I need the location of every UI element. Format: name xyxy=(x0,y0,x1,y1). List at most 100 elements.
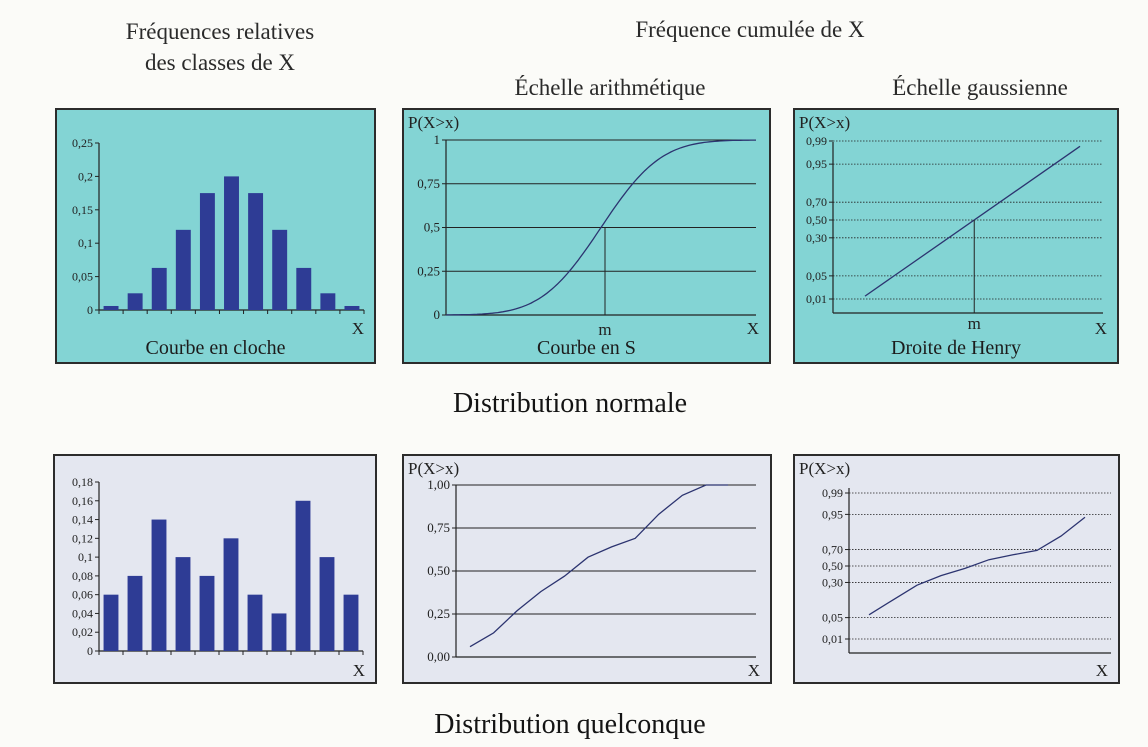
header-echelle-arithmetique: Échelle arithmétique xyxy=(514,75,706,100)
series-line xyxy=(446,139,756,316)
header-freq-cumulee: Fréquence cumulée de X xyxy=(635,17,865,42)
bar xyxy=(103,594,119,651)
panel-quelconque-histogram: 0 0,02 0,04 0,06 0,08 0,1 0,12 0,14 0,16 0,18 X xyxy=(53,454,377,684)
x-axis-label: X xyxy=(1096,661,1108,680)
bar xyxy=(272,229,288,310)
chart-svg-p2: 0 0,25 0,5 0,75 1P(X>x) X Courbe en Sm xyxy=(404,110,769,362)
y-tick-label: 0,04 xyxy=(72,606,93,620)
y-tick-label: 0,06 xyxy=(72,588,93,602)
y-tick-label: 0,70 xyxy=(806,195,827,209)
panel-background xyxy=(795,110,1117,362)
y-tick-label: 0,08 xyxy=(72,569,93,583)
panel-background xyxy=(404,456,770,682)
bar xyxy=(127,575,143,651)
chart-caption: Courbe en cloche xyxy=(146,337,286,359)
y-tick-label: 0,25 xyxy=(417,263,440,278)
chart-caption: Courbe en S xyxy=(537,337,636,359)
y-tick-label: 0,70 xyxy=(822,543,843,557)
section-distribution-normale: Distribution normale xyxy=(452,388,688,419)
y-tick-label: 0,50 xyxy=(822,559,843,573)
bar xyxy=(296,267,312,310)
x-axis-label: X xyxy=(747,319,759,338)
header-freq-relatives: Fréquences relatives des classes de X xyxy=(125,19,315,75)
header-echelle-gaussienne: Échelle gaussienne xyxy=(892,75,1068,100)
panel-background xyxy=(404,110,769,362)
x-axis-label: X xyxy=(352,319,364,338)
y-axis-label: P(X>x) xyxy=(799,459,850,478)
bar xyxy=(295,500,311,651)
panel-background xyxy=(795,456,1118,682)
y-tick-label: 0,75 xyxy=(417,176,440,191)
bar xyxy=(344,305,360,310)
y-axis-label: P(X>x) xyxy=(799,113,850,132)
henry-line xyxy=(864,145,1081,297)
panel-normal-cumulative-gauss: 0,01 0,05 0,30 0,50 0,70 0,95 0,99 P(X>x) X Droit… xyxy=(793,108,1119,364)
y-tick-label: 0,95 xyxy=(822,507,843,521)
y-tick-label: 0,01 xyxy=(806,292,827,306)
bar xyxy=(224,176,239,310)
y-tick-label: 0,1 xyxy=(78,550,93,564)
y-tick-label: 0,30 xyxy=(822,575,843,589)
y-tick-label: 0,50 xyxy=(806,213,827,227)
y-tick-label: 0,1 xyxy=(78,236,93,250)
chart-svg-p3: 0,01 0,05 0,30 0,50 0,70 0,95 0,99 P(X>x) X Droit… xyxy=(795,110,1117,362)
x-axis-label: X xyxy=(353,661,365,680)
y-tick-label: 0,99 xyxy=(822,486,843,500)
series-line xyxy=(469,484,728,648)
chart-svg-p1: 0 0,05 0,1 0,15 0,2 0,25 X Courbe en cloche xyxy=(57,110,374,362)
y-tick-label: 0,18 xyxy=(72,475,93,489)
y-tick-label: 0 xyxy=(87,303,93,317)
y-axis-label: P(X>x) xyxy=(408,113,459,132)
chart-svg-p6: 0,01 0,05 0,30 0,50 0,70 0,95 0,99 P(X>x) X xyxy=(795,456,1118,682)
mean-label: m xyxy=(598,320,611,339)
chart-svg-p4: 0 0,02 0,04 0,06 0,08 0,1 0,12 0,14 0,16 0,18 X xyxy=(55,456,375,682)
bar xyxy=(271,613,287,651)
bar xyxy=(199,575,215,651)
panel-background xyxy=(57,110,374,362)
bar xyxy=(248,193,264,310)
bar xyxy=(151,267,167,310)
bar xyxy=(199,193,215,310)
y-axis-label: P(X>x) xyxy=(408,459,459,478)
bar xyxy=(343,594,359,651)
bar xyxy=(175,557,191,651)
bar xyxy=(151,519,167,651)
bar xyxy=(127,293,143,310)
y-tick-label: 0,25 xyxy=(72,136,93,150)
y-tick-label: 0,50 xyxy=(427,563,450,578)
chart-svg-p5: 0,00 0,25 0,50 0,75 1,00P(X>x) X xyxy=(404,456,770,682)
panel-quelconque-cumulative-arith: 0,00 0,25 0,50 0,75 1,00 P(X>x) X xyxy=(402,454,772,684)
mean-label: m xyxy=(968,314,981,333)
panel-normal-histogram: 0 0,05 0,1 0,15 0,2 0,25 X Courbe en cloche xyxy=(55,108,376,364)
bar xyxy=(247,594,263,651)
y-tick-label: 0,5 xyxy=(424,220,440,235)
bar xyxy=(223,538,239,651)
section-distribution-quelconque: Distribution quelconque xyxy=(434,709,706,740)
y-tick-label: 0,16 xyxy=(72,494,93,508)
y-tick-label: 0,2 xyxy=(78,169,93,183)
y-tick-label: 0,25 xyxy=(427,606,450,621)
y-tick-label: 0,05 xyxy=(806,269,827,283)
bar xyxy=(320,293,336,310)
y-tick-label: 0,30 xyxy=(806,231,827,245)
bar xyxy=(103,305,119,310)
y-tick-label: 0,00 xyxy=(427,649,450,664)
bar xyxy=(175,229,191,310)
y-tick-label: 0,05 xyxy=(822,611,843,625)
panel-quelconque-cumulative-gauss: 0,01 0,05 0,30 0,50 0,70 0,95 0,99 P(X>x) X xyxy=(793,454,1120,684)
y-tick-label: 1,00 xyxy=(427,477,450,492)
chart-caption: Droite de Henry xyxy=(891,337,1021,359)
y-tick-label: 0 xyxy=(87,644,93,658)
y-tick-label: 0,05 xyxy=(72,270,93,284)
y-tick-label: 0,12 xyxy=(72,531,93,545)
series-line xyxy=(868,516,1086,616)
y-tick-label: 0,01 xyxy=(822,632,843,646)
y-tick-label: 1 xyxy=(434,132,441,147)
y-tick-label: 0,15 xyxy=(72,203,93,217)
x-axis-label: X xyxy=(748,661,760,680)
y-tick-label: 0,14 xyxy=(72,513,93,527)
y-tick-label: 0,95 xyxy=(806,157,827,171)
y-tick-label: 0 xyxy=(434,307,441,322)
